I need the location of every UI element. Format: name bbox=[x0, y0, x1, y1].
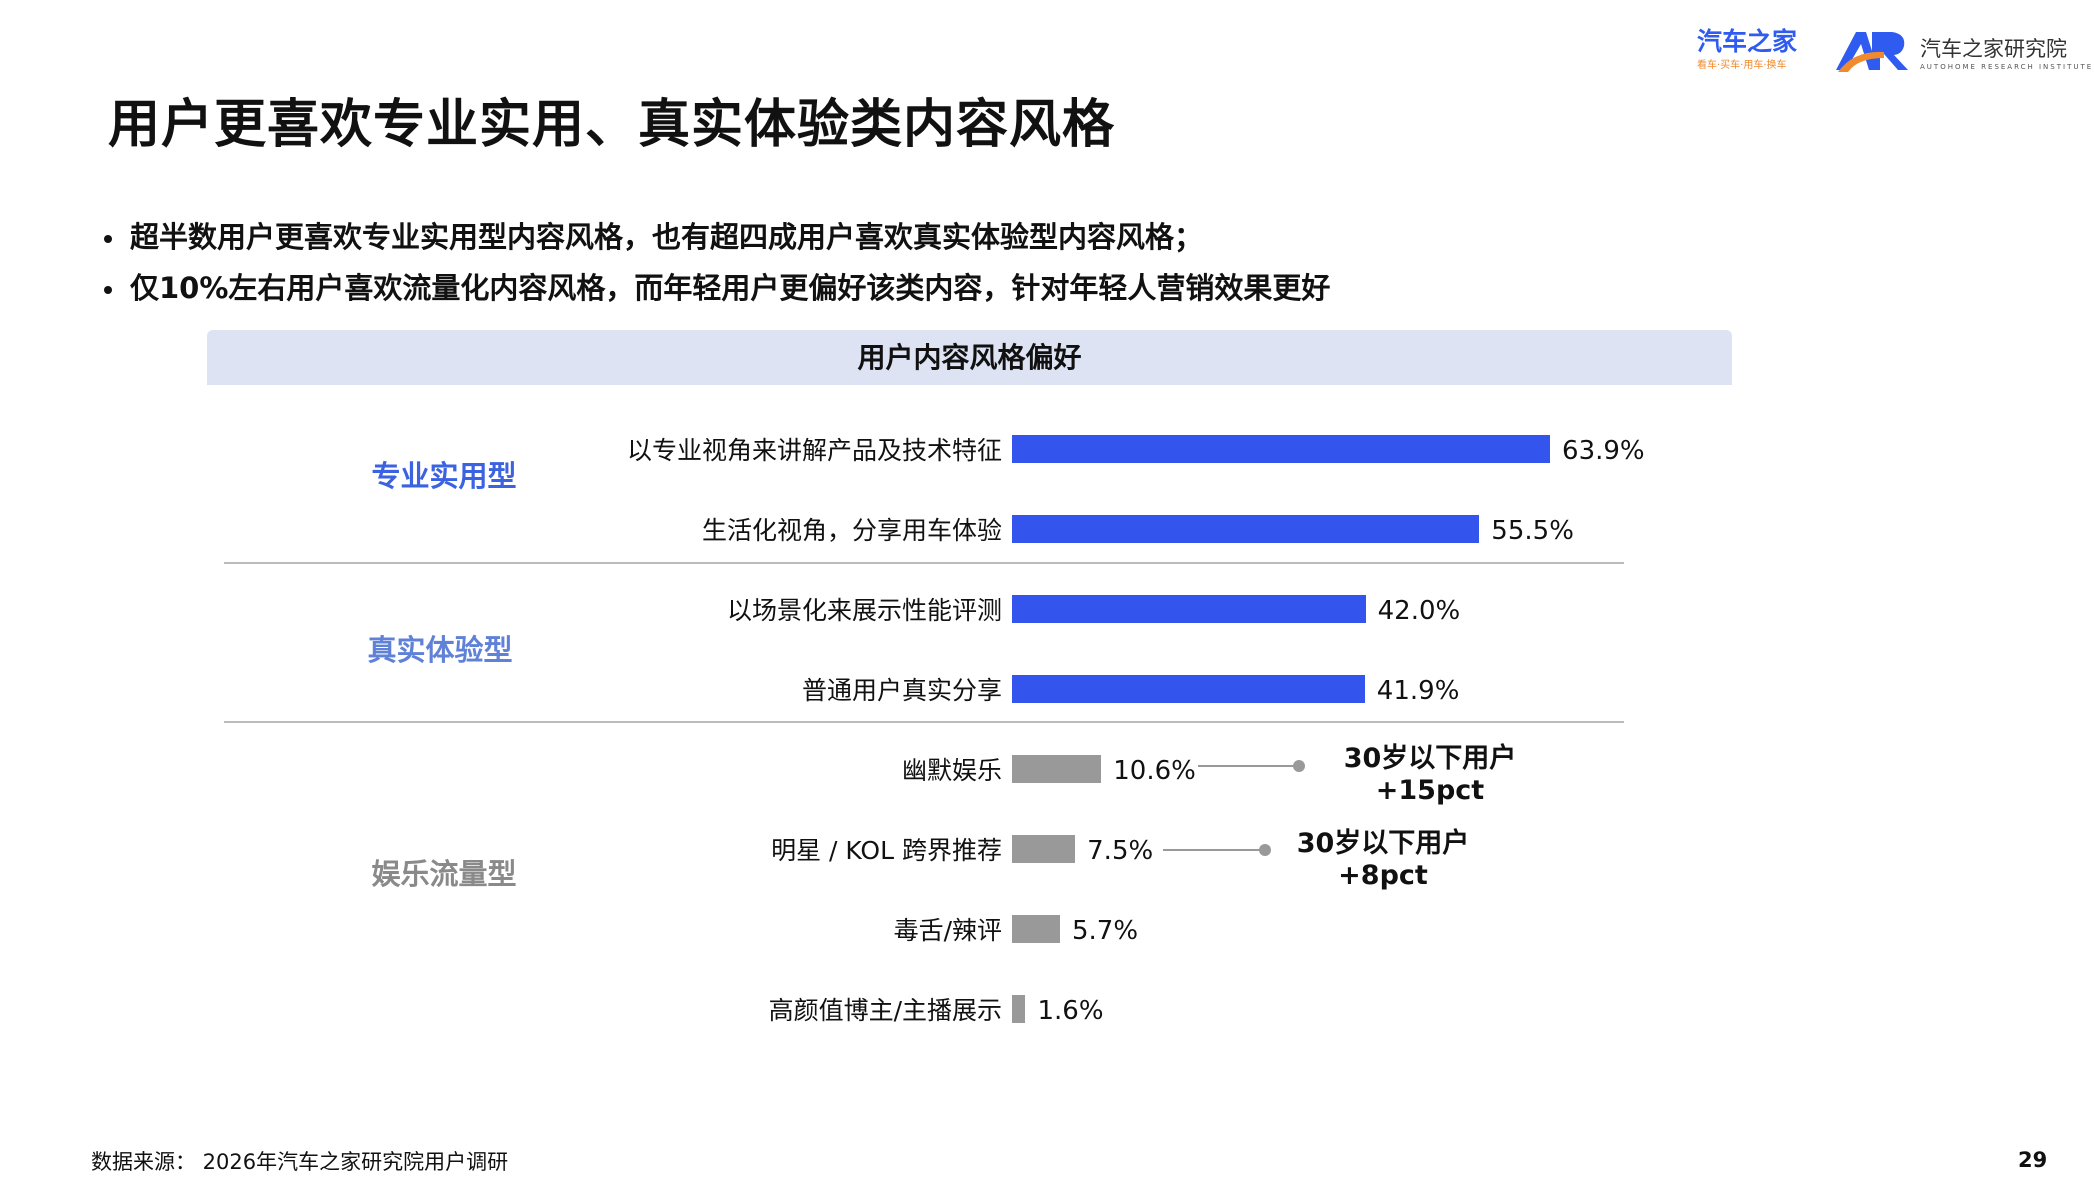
data-source: 数据来源： 2026年汽车之家研究院用户调研 bbox=[91, 1150, 509, 1174]
bar bbox=[1012, 515, 1480, 543]
annotation-dot bbox=[1293, 760, 1305, 772]
bar-label: 毒舌/辣评 bbox=[893, 916, 1002, 945]
bullet-item: 仅10%左右用户喜欢流量化内容风格，而年轻用户更偏好该类内容，针对年轻人营销效果… bbox=[104, 265, 1330, 307]
bar bbox=[1012, 755, 1102, 783]
bar-label: 明星 / KOL 跨界推荐 bbox=[771, 836, 1002, 865]
bar-label: 以专业视角来讲解产品及技术特征 bbox=[626, 436, 1002, 465]
page-title: 用户更喜欢专业实用、真实体验类内容风格 bbox=[108, 95, 1116, 155]
bar-label: 普通用户真实分享 bbox=[801, 676, 1002, 705]
data-label: 5.7% bbox=[1071, 916, 1139, 946]
bar bbox=[1012, 595, 1366, 623]
data-label: 41.9% bbox=[1376, 676, 1460, 706]
ar-logo-icon bbox=[1836, 32, 1908, 72]
institute-logo: 汽车之家研究院 AUTOHOME RESEARCH INSTITUTE bbox=[1834, 30, 2093, 74]
bar-label: 幽默娱乐 bbox=[901, 756, 1002, 785]
data-label: 7.5% bbox=[1087, 836, 1154, 866]
bar-label: 高颜值博主/主播展示 bbox=[768, 996, 1002, 1025]
bar bbox=[1012, 995, 1026, 1023]
group-label: 娱乐流量型 bbox=[371, 857, 517, 891]
bar-label: 以场景化来展示性能评测 bbox=[726, 596, 1002, 625]
data-label: 10.6% bbox=[1113, 756, 1196, 786]
annotation-line bbox=[1163, 849, 1263, 851]
group-divider bbox=[224, 562, 1624, 564]
annotation-dot bbox=[1259, 844, 1271, 856]
page-number: 29 bbox=[2018, 1148, 2048, 1172]
group-divider bbox=[224, 721, 1624, 723]
annotation: 30岁以下用户 +8pct bbox=[1296, 828, 1470, 891]
annotation-line bbox=[1198, 765, 1298, 767]
bullet-item: 超半数用户更喜欢专业实用型内容风格，也有超四成用户喜欢真实体验型内容风格； bbox=[104, 214, 1203, 256]
group-label: 专业实用型 bbox=[371, 459, 517, 493]
bar bbox=[1012, 915, 1060, 943]
autohome-logo: 汽车之家 看车·买车·用车·换车 bbox=[1697, 27, 1798, 72]
data-label: 55.5% bbox=[1491, 516, 1574, 546]
bar bbox=[1012, 435, 1551, 463]
bar bbox=[1012, 835, 1076, 863]
data-label: 42.0% bbox=[1377, 596, 1461, 626]
bar-label: 生活化视角，分享用车体验 bbox=[701, 516, 1002, 545]
group-label: 真实体验型 bbox=[367, 633, 513, 667]
data-label: 1.6% bbox=[1037, 996, 1104, 1026]
chart-title: 用户内容风格偏好 bbox=[207, 330, 1732, 385]
data-label: 63.9% bbox=[1562, 436, 1645, 466]
bar bbox=[1012, 675, 1365, 703]
annotation: 30岁以下用户 +15pct bbox=[1343, 743, 1517, 806]
